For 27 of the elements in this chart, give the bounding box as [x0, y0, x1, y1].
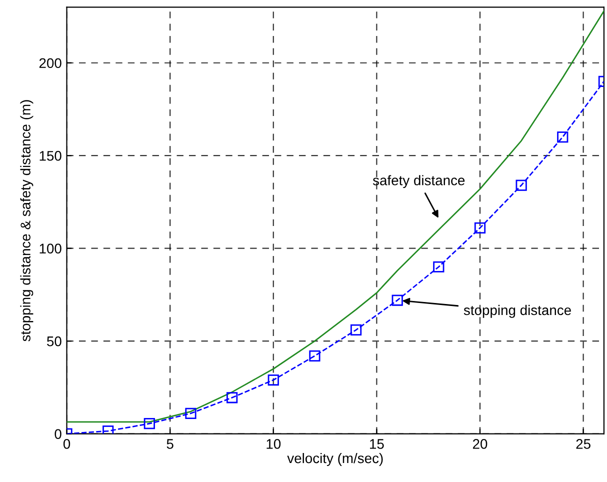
point [392, 294, 403, 306]
y-axis-title: stopping distance & safety distance (m) [20, 100, 34, 342]
point [102, 425, 114, 434]
point [185, 408, 196, 419]
x-tick-label: 25 [576, 439, 590, 449]
y-tick-label: 50 [47, 336, 62, 346]
y-tick-label: 150 [40, 150, 62, 161]
annotation: safety distance [372, 175, 465, 188]
point [433, 261, 444, 272]
x-tick-label: 15 [370, 439, 384, 449]
x-tick-label: 20 [472, 439, 488, 449]
y-tick-label: 200 [39, 58, 62, 68]
point [516, 180, 527, 191]
x-axis-title: velocity (m/sec) [287, 452, 383, 466]
x-tick-label: 0 [63, 439, 70, 449]
y-tick-label: 0 [54, 429, 62, 439]
x-tick-label: 10 [266, 439, 281, 449]
point [309, 350, 320, 362]
point [350, 324, 362, 336]
x-tick-label: 5 [166, 439, 174, 449]
annotation: stopping distance [464, 304, 571, 318]
point [226, 392, 238, 404]
point [474, 222, 486, 234]
point [268, 374, 279, 386]
point [144, 418, 155, 430]
y-tick-label: 100 [40, 244, 62, 254]
point [557, 132, 568, 143]
